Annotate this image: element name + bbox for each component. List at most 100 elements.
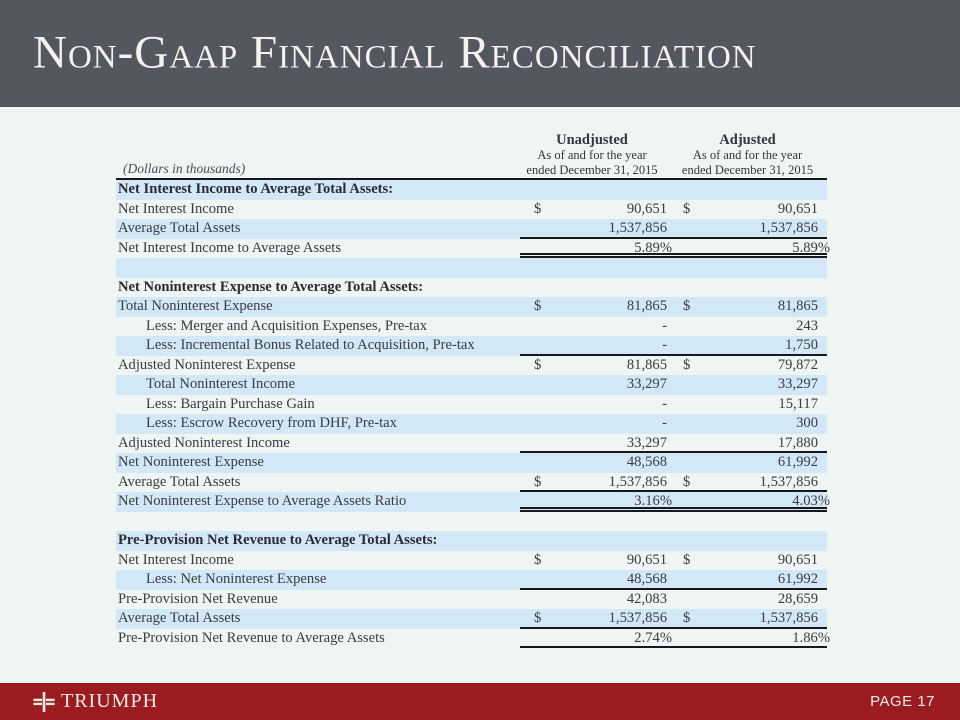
dollar-sign-adjusted: $ [683, 551, 691, 568]
table-row: Average Total Assets $1,537,856 $1,537,856 [116, 609, 827, 629]
row-values: $1,537,856 $1,537,856 [520, 473, 827, 492]
table-spacer-row [116, 258, 827, 278]
value-adjusted: 4.03% [792, 493, 830, 509]
row-values: 3.16% 4.03% [520, 492, 830, 512]
row-label: Average Total Assets [118, 610, 241, 626]
value-unadjusted: 3.16% [634, 493, 672, 509]
row-label: Pre-Provision Net Revenue [118, 590, 278, 607]
column-subtitle-line2: ended December 31, 2015 [526, 162, 658, 177]
dollar-sign-adjusted [667, 434, 700, 452]
row-values: 42,083 28,659 [520, 590, 827, 610]
value-unadjusted: 5.89% [634, 239, 672, 256]
value-unadjusted [550, 180, 667, 200]
table-row: Less: Incremental Bonus Related to Acqui… [116, 336, 827, 356]
row-label: Less: Incremental Bonus Related to Acqui… [146, 337, 475, 353]
value-unadjusted: - [662, 337, 667, 353]
table-row: Net Interest Income to Average Total Ass… [116, 180, 827, 200]
dollar-sign-unadjusted [520, 395, 550, 415]
value-adjusted [700, 512, 818, 532]
dollar-sign-unadjusted: $ [534, 356, 542, 373]
dollar-sign-unadjusted: $ [534, 473, 542, 490]
dollar-sign-adjusted: $ [683, 610, 691, 626]
row-values: - 243 [520, 317, 827, 337]
row-label: Less: Merger and Acquisition Expenses, P… [146, 317, 428, 334]
dollar-sign-unadjusted [520, 219, 550, 237]
row-values: 48,568 61,992 [520, 453, 827, 473]
column-subtitle-line2: ended December 31, 2015 [681, 162, 814, 177]
dollar-sign-adjusted [667, 414, 700, 434]
row-values: - 15,117 [520, 395, 827, 415]
dollars-in-thousands-note: (Dollars in thousands) [123, 161, 246, 176]
dollar-sign-unadjusted [520, 375, 550, 395]
table-row: Total Noninterest Expense $81,865 $81,865 [116, 297, 827, 317]
row-label: Adjusted Noninterest Expense [118, 356, 296, 373]
triumph-logo: TRIUMPH [33, 690, 158, 713]
value-adjusted: 33,297 [777, 376, 818, 392]
value-unadjusted: 42,083 [626, 590, 667, 607]
column-header-unadjusted: Unadjusted As of and for the year ended … [516, 118, 668, 178]
value-adjusted: 1,537,856 [759, 473, 818, 490]
value-unadjusted: 33,297 [626, 434, 667, 451]
value-unadjusted: 90,651 [626, 551, 667, 568]
dollar-sign-adjusted: $ [683, 473, 691, 490]
value-adjusted: 28,659 [777, 590, 818, 607]
dollar-sign-adjusted [667, 219, 700, 237]
dollar-sign-adjusted [667, 512, 700, 532]
table-row: Total Noninterest Income 33,297 33,297 [116, 375, 827, 395]
value-unadjusted: 1,537,856 [608, 473, 667, 490]
value-unadjusted [550, 278, 667, 298]
table-row: Net Interest Income $90,651 $90,651 [116, 200, 827, 220]
dollar-sign-unadjusted [520, 453, 550, 473]
table-row: Average Total Assets $1,537,856 $1,537,856 [116, 473, 827, 492]
column-header-adjusted: Adjusted As of and for the year ended De… [668, 118, 827, 178]
dollar-sign-unadjusted: $ [534, 551, 542, 568]
dollar-sign-adjusted [667, 180, 700, 200]
dollar-sign-unadjusted [520, 414, 550, 434]
value-adjusted [700, 180, 818, 200]
row-label: Net Interest Income to Average Assets [118, 239, 342, 256]
dollar-sign-unadjusted [520, 590, 550, 610]
row-values: - 300 [520, 414, 827, 434]
row-label: Net Interest Income [118, 200, 234, 217]
column-name: Unadjusted [556, 131, 628, 148]
value-adjusted: 1.86% [792, 629, 830, 646]
dollar-sign-unadjusted [520, 239, 550, 254]
table-row: Net Interest Income to Average Assets 5.8… [116, 239, 830, 258]
table-row: Adjusted Noninterest Expense $81,865 $79,8… [116, 356, 827, 376]
dollar-sign-unadjusted [520, 434, 550, 452]
value-unadjusted [550, 531, 667, 551]
row-values [520, 258, 827, 278]
row-label: Adjusted Noninterest Income [118, 434, 290, 451]
value-unadjusted: 1,537,856 [608, 220, 667, 236]
value-adjusted: 300 [796, 415, 818, 431]
value-unadjusted: 33,297 [626, 376, 667, 392]
dollar-sign-adjusted: $ [683, 200, 691, 217]
value-adjusted [700, 258, 818, 278]
dollar-sign-unadjusted [520, 531, 550, 551]
row-values [520, 531, 827, 551]
column-subtitle-line1: As of and for the year [692, 148, 803, 162]
table-row: Net Noninterest Expense to Average Total… [116, 278, 827, 298]
page-title: Non-Gaap Financial Reconciliation [33, 25, 757, 78]
row-label: Less: Escrow Recovery from DHF, Pre-tax [146, 415, 397, 431]
value-adjusted: 61,992 [777, 454, 818, 470]
row-values [520, 512, 827, 532]
table-row: Less: Merger and Acquisition Expenses, P… [116, 317, 827, 337]
dollar-sign-unadjusted [520, 512, 550, 532]
value-unadjusted: - [662, 317, 667, 334]
row-label: Less: Net Noninterest Expense [146, 571, 327, 587]
reconciliation-table: (Dollars in thousands) Unadjusted As of … [116, 118, 830, 648]
row-label: Total Noninterest Income [146, 376, 295, 392]
row-values: $90,651 $90,651 [520, 551, 827, 571]
value-adjusted: 90,651 [777, 551, 818, 568]
value-adjusted: 17,880 [777, 434, 818, 451]
value-unadjusted: 90,651 [626, 200, 667, 217]
column-subtitle-line1: As of and for the year [537, 148, 647, 162]
table-rows: Net Interest Income to Average Total Ass… [116, 180, 830, 648]
row-label [116, 512, 520, 532]
dollar-sign-adjusted: $ [683, 298, 691, 314]
dollar-sign-unadjusted [520, 336, 550, 354]
value-adjusted: 15,117 [778, 395, 818, 412]
value-unadjusted: - [662, 415, 667, 431]
dollar-sign-adjusted [667, 278, 700, 298]
